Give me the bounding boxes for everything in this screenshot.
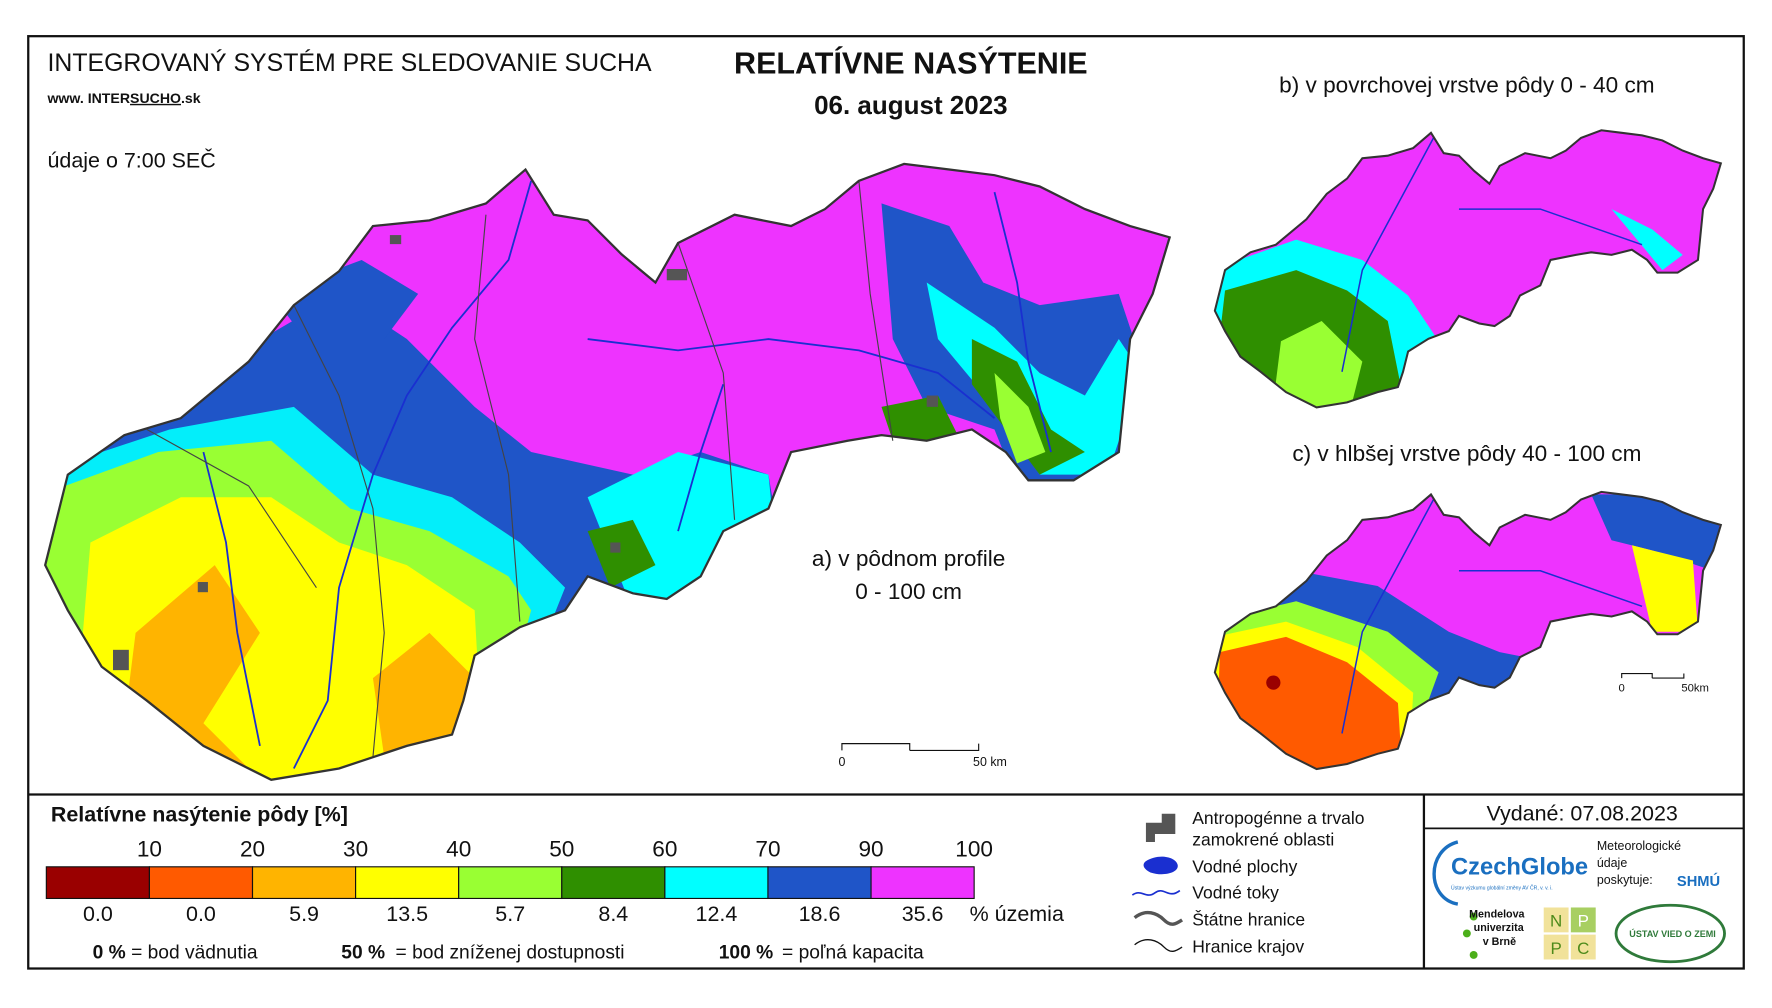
legend-share: 12.4	[696, 902, 738, 926]
logo-mendel: v Brně	[1483, 936, 1516, 948]
logo-shmu: SHMÚ	[1677, 872, 1720, 890]
legend-boundary: 60	[652, 837, 677, 862]
logo-czechglobe-sub: Ústav výzkumu globální změny AV ČR, v. v…	[1451, 884, 1553, 891]
legend-share: 8.4	[598, 902, 628, 926]
legend-swatch	[251, 866, 357, 900]
legend-boundary: 100	[955, 837, 993, 862]
scale-label: 0	[1619, 683, 1625, 695]
legend-share: 0.0	[83, 902, 113, 926]
scale-label: 50 km	[973, 755, 1007, 769]
legend-boundary: 20	[240, 837, 265, 862]
map-c-label: c) v hlbšej vrstve pôdy 40 - 100 cm	[1292, 441, 1641, 466]
symbol-label: zamokrené oblasti	[1192, 829, 1334, 849]
legend-share: 5.7	[495, 902, 525, 926]
scale-label: 50km	[1681, 683, 1709, 695]
share-unit: % územia	[970, 902, 1064, 926]
definition-text: = poľná kapacita	[782, 942, 924, 963]
anthropogenic-icon	[1145, 813, 1176, 842]
scale-bar	[841, 743, 980, 751]
legend-swatch	[664, 866, 769, 900]
mendel-dot	[1469, 912, 1478, 921]
logo-czechglobe: CzechGlobe	[1451, 855, 1588, 881]
legend-swatch	[148, 866, 254, 900]
state-border-icon	[1133, 910, 1184, 926]
logo-uvz: ÚSTAV VIED O ZEMI	[1629, 928, 1715, 939]
map-a-label: 0 - 100 cm	[855, 579, 962, 604]
logo-meteo: poskytuje:	[1597, 873, 1653, 887]
logo-meteo: Meteorologické	[1597, 839, 1681, 853]
nppc-letter: P	[1550, 939, 1561, 958]
logo-meteo: údaje	[1597, 856, 1627, 870]
legend-swatch	[767, 866, 872, 900]
legend-title: Relatívne nasýtenie pôdy [%]	[51, 803, 348, 827]
definition-text: = bod zníženej dostupnosti	[396, 942, 625, 963]
mendel-dot	[1469, 950, 1478, 959]
main-title: RELATÍVNE NASÝTENIE	[734, 44, 1088, 80]
map-b-label: b) v povrchovej vrstve pôdy 0 - 40 cm	[1279, 73, 1654, 98]
definition-text: = bod vädnutia	[131, 942, 258, 963]
legend-boundary: 40	[446, 837, 471, 862]
definition-value: 100 %	[719, 942, 773, 963]
scale-bar	[1621, 672, 1685, 679]
symbol-label: Vodné toky	[1192, 882, 1279, 902]
legend-share: 13.5	[386, 902, 428, 926]
website: www. INTERSUCHO.sk	[46, 90, 200, 106]
nppc-letter: C	[1577, 939, 1589, 958]
definition-value: 50 %	[341, 942, 385, 963]
mendel-dot	[1462, 929, 1471, 938]
logo-nppc: N P P C	[1543, 907, 1596, 960]
issued: Vydané: 07.08.2023	[1486, 801, 1677, 825]
czechglobe-arc	[1432, 840, 1459, 906]
symbol-label: Štátne hranice	[1192, 909, 1305, 930]
legend-boundary: 50	[549, 837, 574, 862]
legend-boundary: 70	[755, 837, 780, 862]
legend-swatch	[561, 866, 666, 900]
legend-swatch	[45, 866, 150, 900]
nppc-letter: N	[1550, 912, 1562, 931]
nppc-letter: P	[1578, 912, 1589, 931]
legend-swatch	[355, 866, 460, 900]
legend-share: 35.6	[902, 902, 944, 926]
definition-value: 0 %	[93, 942, 126, 963]
legend-boundary: 30	[343, 837, 368, 862]
region-border-icon	[1134, 939, 1183, 952]
legend-swatch	[870, 866, 975, 900]
symbol-label: Vodné plochy	[1192, 856, 1297, 876]
logo-mendel: univerzita	[1474, 922, 1525, 934]
legend-share: 5.9	[289, 902, 319, 926]
legend-share: 0.0	[186, 902, 216, 926]
scale-label: 0	[838, 755, 845, 769]
uvz-ring	[1614, 903, 1726, 964]
system-title: INTEGROVANÝ SYSTÉM PRE SLEDOVANIE SUCHA	[47, 48, 652, 77]
time-note: údaje o 7:00 SEČ	[47, 147, 215, 172]
legend-boundary: 90	[858, 837, 883, 862]
symbol-label: Antropogénne a trvalo	[1192, 808, 1364, 828]
legend: 0.0 0.0 5.9 13.5 5.7 8.4 12.4 18.6 35.6 10 20 30 40 5…	[45, 837, 993, 926]
water-body-icon	[1143, 856, 1178, 875]
legend-swatch	[458, 866, 563, 900]
logo-mendel: Mendelova	[1469, 909, 1525, 921]
symbol-label: Hranice krajov	[1192, 937, 1304, 957]
river-icon	[1131, 889, 1181, 896]
legend-boundary: 10	[137, 837, 162, 862]
legend-share: 18.6	[799, 902, 841, 926]
date: 06. august 2023	[814, 90, 1008, 120]
map-a-label: a) v pôdnom profile	[812, 546, 1005, 571]
